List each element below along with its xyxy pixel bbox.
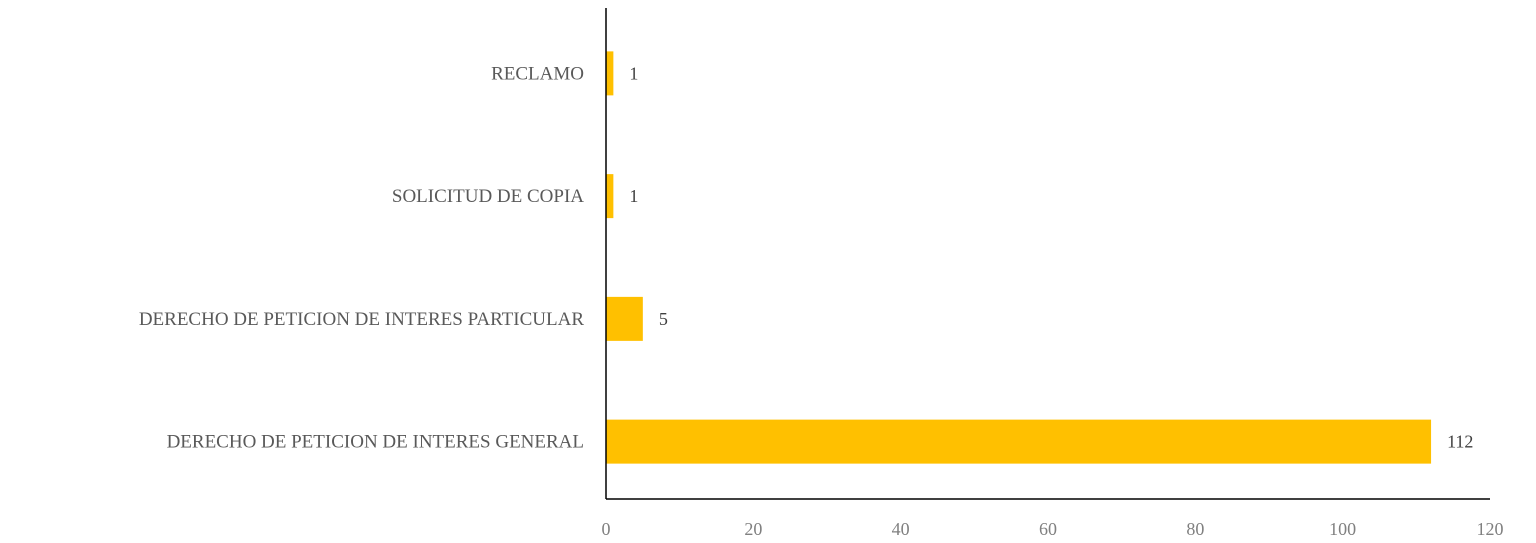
category-label: SOLICITUD DE COPIA bbox=[392, 186, 584, 207]
data-label: 1 bbox=[629, 63, 638, 83]
bar bbox=[606, 51, 614, 96]
data-label: 5 bbox=[659, 309, 668, 329]
bar bbox=[606, 174, 614, 219]
x-tick-label: 40 bbox=[892, 519, 910, 539]
category-labels: RECLAMO SOLICITUD DE COPIA DERECHO DE PETI… bbox=[139, 63, 585, 452]
x-axis-ticks: 0 20 40 60 80 100 120 bbox=[602, 519, 1504, 539]
x-tick-label: 80 bbox=[1186, 519, 1204, 539]
bar bbox=[606, 296, 643, 341]
x-tick-label: 0 bbox=[602, 519, 611, 539]
data-label: 112 bbox=[1447, 432, 1473, 452]
x-tick-label: 20 bbox=[744, 519, 762, 539]
x-tick-label: 120 bbox=[1477, 519, 1504, 539]
x-tick-label: 100 bbox=[1329, 519, 1356, 539]
category-label: DERECHO DE PETICION DE INTERES GENERAL bbox=[167, 432, 584, 453]
bar bbox=[606, 419, 1432, 464]
category-label: DERECHO DE PETICION DE INTERES PARTICULA… bbox=[139, 309, 585, 330]
data-labels: 1 1 5 112 bbox=[629, 63, 1473, 451]
bars-group bbox=[606, 51, 1432, 464]
category-label: RECLAMO bbox=[491, 63, 584, 84]
data-label: 1 bbox=[629, 186, 638, 206]
x-tick-label: 60 bbox=[1039, 519, 1057, 539]
